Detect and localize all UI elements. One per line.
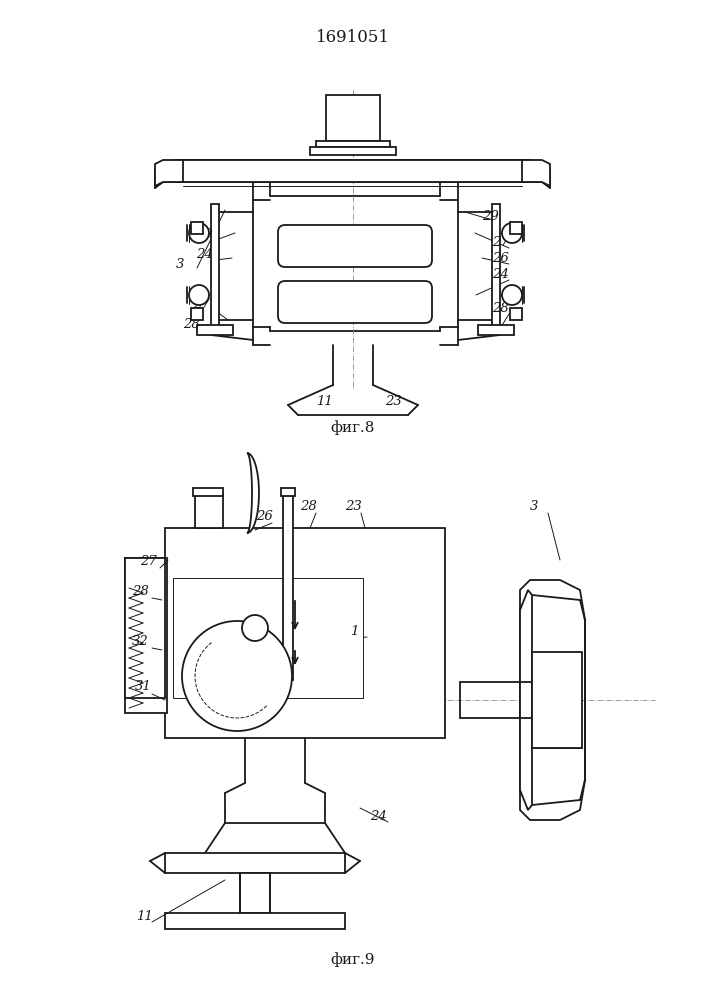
Text: 11: 11 [136,910,153,923]
Polygon shape [520,580,585,820]
Bar [125,558,165,698]
Text: 28: 28 [492,302,509,315]
Polygon shape [520,590,532,810]
Bar [478,325,514,335]
Bar [191,222,203,234]
Text: 28: 28 [183,318,200,331]
Bar [175,160,530,182]
Text: фиг.9: фиг.9 [331,953,375,967]
Text: 29: 29 [482,210,498,223]
Circle shape [189,285,209,305]
Bar [510,222,522,234]
Bar [165,853,345,873]
Polygon shape [247,453,259,533]
Text: 26: 26 [256,510,273,523]
Text: фиг.8: фиг.8 [331,421,375,435]
Bar [195,493,223,528]
Bar [173,578,363,698]
Bar [492,204,500,328]
Bar [326,95,380,141]
Text: 23: 23 [345,500,362,513]
Text: 24: 24 [370,810,387,823]
Text: 28: 28 [300,500,317,513]
Polygon shape [522,160,550,186]
Polygon shape [310,147,396,155]
Polygon shape [155,160,183,186]
Bar [197,325,233,335]
Text: 26: 26 [492,252,509,265]
Bar [165,913,345,929]
Text: 1691051: 1691051 [316,29,390,46]
Circle shape [182,621,292,731]
Bar [165,528,445,738]
Text: 32: 32 [132,635,148,648]
Text: 24: 24 [492,268,509,281]
Circle shape [242,615,268,641]
Circle shape [189,223,209,243]
Text: 31: 31 [135,680,152,693]
Bar [283,490,293,680]
FancyBboxPatch shape [278,281,432,323]
Text: 23: 23 [385,395,402,408]
Text: 3: 3 [530,500,538,513]
Text: 27: 27 [492,236,509,249]
Circle shape [502,223,522,243]
Text: 27: 27 [140,555,157,568]
Text: 24: 24 [196,248,213,261]
Text: 11: 11 [316,395,333,408]
Bar [532,652,582,748]
Bar [211,204,219,328]
Text: 28: 28 [132,585,148,598]
Bar [193,488,223,496]
Circle shape [502,285,522,305]
Text: 29: 29 [196,228,213,241]
Bar [191,308,203,320]
Bar [281,488,295,496]
Text: 1: 1 [350,625,358,638]
Bar [125,558,167,713]
Text: 3: 3 [176,258,185,271]
Bar [240,873,270,913]
Bar [510,308,522,320]
Polygon shape [316,141,390,147]
FancyBboxPatch shape [278,225,432,267]
Text: 27: 27 [193,298,210,311]
